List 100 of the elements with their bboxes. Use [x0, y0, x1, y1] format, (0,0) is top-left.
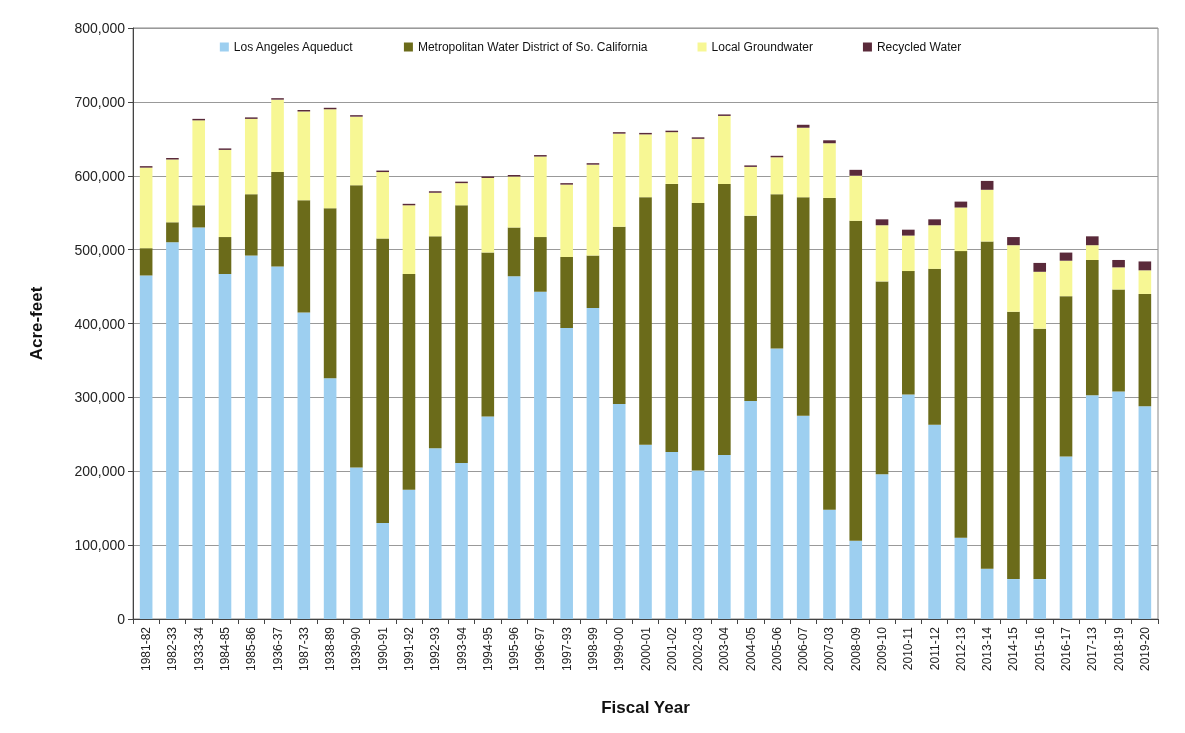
bar	[823, 509, 836, 619]
x-tick-label: 1982-33	[165, 626, 180, 672]
bar	[1112, 289, 1125, 392]
bar	[1112, 267, 1125, 290]
x-tick-label: 1998-99	[585, 626, 600, 672]
bar	[902, 235, 915, 272]
y-tick-label: 300,000	[74, 389, 126, 406]
bar	[560, 327, 573, 619]
x-tick-label: 1936-37	[270, 626, 285, 672]
bar	[744, 166, 757, 216]
bar	[980, 241, 994, 569]
bar	[1007, 237, 1020, 246]
bar	[428, 236, 442, 449]
bar	[192, 205, 206, 228]
bar	[297, 312, 311, 619]
bar	[139, 167, 153, 249]
bar	[849, 175, 863, 221]
bar	[1085, 259, 1099, 396]
bar	[902, 271, 915, 395]
bar	[218, 149, 232, 238]
bar	[507, 276, 521, 619]
y-tick-label: 500,000	[74, 241, 126, 258]
x-tick-label: 2010-11	[901, 626, 916, 671]
bar	[665, 132, 679, 184]
x-tick-label: 2017-13	[1085, 626, 1100, 672]
x-tick-label: 1987-33	[296, 626, 311, 672]
bar	[980, 189, 994, 242]
bar	[166, 159, 179, 223]
bar	[1059, 296, 1073, 457]
x-tick-label: 2009-10	[875, 626, 890, 672]
bar	[271, 266, 284, 619]
x-tick-label: 2011-12	[927, 626, 942, 671]
bar	[376, 238, 389, 523]
bar	[639, 197, 652, 445]
x-tick-label: 2003-04	[717, 626, 732, 672]
x-tick-label: 1993-94	[454, 626, 469, 672]
legend-label: Recycled Water	[876, 40, 962, 54]
x-tick-label: 1933-34	[191, 626, 206, 672]
bar	[1033, 271, 1047, 329]
bar	[1112, 259, 1125, 268]
bar	[954, 207, 968, 252]
bar	[928, 424, 941, 619]
x-tick-label: 2002-03	[691, 626, 706, 672]
bar	[244, 194, 258, 256]
bar	[271, 99, 284, 173]
bar	[534, 291, 547, 619]
bar	[323, 208, 337, 379]
x-tick-label: 2015-16	[1032, 626, 1047, 672]
bar	[849, 540, 863, 619]
bar	[980, 568, 994, 619]
bar	[718, 455, 731, 619]
bar	[665, 452, 679, 619]
bar	[244, 255, 258, 619]
x-tick-label: 1996-97	[533, 626, 548, 672]
bar	[218, 237, 232, 274]
x-tick-label: 1999-00	[612, 626, 627, 672]
bar	[323, 378, 337, 619]
x-tick-label: 2000-01	[638, 626, 653, 672]
x-tick-label: 2019-20	[1137, 626, 1152, 672]
bar	[796, 197, 810, 416]
bar	[1059, 456, 1073, 619]
bar	[796, 127, 810, 198]
bar	[166, 242, 179, 619]
bar	[770, 194, 784, 349]
bar	[139, 275, 153, 619]
bar	[192, 227, 206, 619]
bar	[428, 192, 442, 237]
bar	[271, 172, 284, 267]
x-tick-label: 2018-19	[1111, 626, 1126, 672]
y-tick-label: 700,000	[74, 93, 126, 110]
bar	[586, 164, 600, 256]
bar	[350, 116, 363, 186]
bar	[612, 226, 626, 405]
bar	[823, 140, 836, 144]
bar	[560, 184, 573, 258]
bar	[297, 200, 311, 313]
bar	[954, 201, 968, 208]
bar	[718, 183, 731, 455]
bar	[376, 522, 389, 619]
bar	[954, 537, 968, 619]
bar	[455, 183, 468, 206]
bar	[796, 124, 810, 128]
y-tick-label: 100,000	[74, 537, 126, 554]
bar	[665, 183, 679, 453]
bar	[928, 219, 941, 226]
x-tick-label: 1991-92	[401, 626, 416, 672]
bar	[586, 307, 600, 619]
y-tick-label: 600,000	[74, 167, 126, 184]
bar	[980, 180, 994, 190]
x-tick-label: 1938-89	[323, 626, 338, 672]
y-tick-label: 800,000	[74, 20, 126, 36]
bar	[796, 415, 810, 619]
bar	[1059, 252, 1073, 261]
bar	[376, 172, 389, 239]
bar	[481, 252, 495, 417]
bar	[560, 257, 573, 328]
bar	[954, 251, 968, 538]
x-tick-label: 2006-07	[796, 626, 811, 672]
bar	[691, 203, 705, 471]
bar	[928, 225, 941, 269]
